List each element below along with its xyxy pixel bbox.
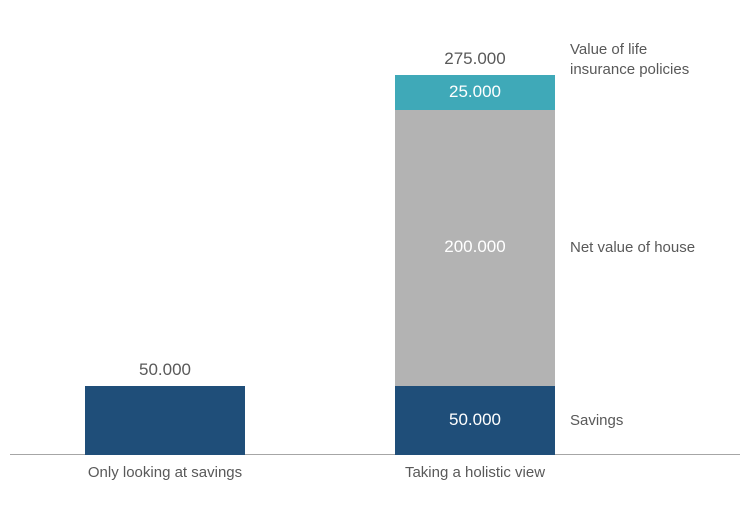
stacked-bar-chart: 50.000 Only looking at savings 50.000 200.0… (10, 10, 740, 490)
side-label-net-house: Net value of house (570, 238, 695, 258)
column-holistic: 50.000 200.000 25.000 (395, 75, 555, 455)
plot-area: 50.000 Only looking at savings 50.000 200.0… (10, 10, 740, 490)
segment-value-label: 200.000 (440, 236, 509, 259)
segment-value-label: 25.000 (445, 81, 505, 104)
segment-net-house: 200.000 (395, 110, 555, 386)
side-label-savings: Savings (570, 411, 623, 431)
segment-savings: 50.000 (395, 386, 555, 455)
segment-savings (85, 386, 245, 455)
column-total-label: 50.000 (85, 360, 245, 380)
column-total-label: 275.000 (395, 49, 555, 69)
segment-value-label: 50.000 (445, 409, 505, 432)
category-label: Only looking at savings (35, 464, 295, 481)
category-label: Taking a holistic view (345, 464, 605, 481)
side-label-life-insurance: Value of lifeinsurance policies (570, 40, 689, 79)
column-savings-only (85, 386, 245, 455)
segment-life-insurance: 25.000 (395, 75, 555, 110)
